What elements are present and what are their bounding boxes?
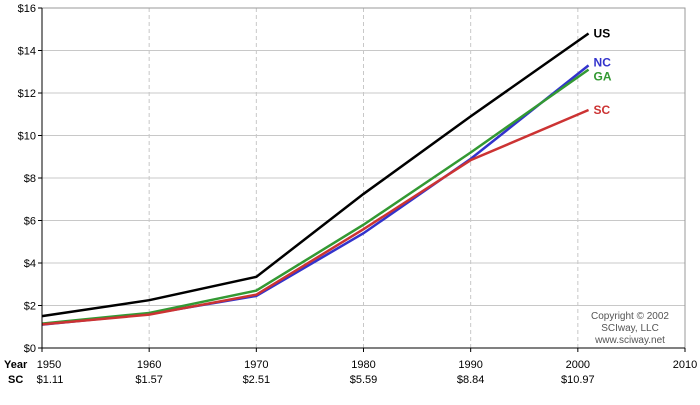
y-tick-label: $0 bbox=[24, 343, 36, 355]
copyright-line-1: Copyright © 2002 bbox=[591, 311, 669, 322]
x-tick-label: 1960 bbox=[137, 359, 161, 371]
table-row-values: $1.11 $1.57 $2.51 $5.59 $8.84 $10.97 bbox=[37, 374, 595, 386]
table-value: $5.59 bbox=[350, 374, 378, 386]
grid bbox=[42, 8, 685, 348]
copyright-line-2: SCIway, LLC bbox=[601, 323, 659, 334]
copyright-line-3: www.sciway.net bbox=[594, 335, 665, 346]
x-axis-label: Year bbox=[4, 359, 28, 371]
table-value: $2.51 bbox=[243, 374, 271, 386]
series-label-nc: NC bbox=[594, 55, 612, 69]
series-line-sc bbox=[41, 108, 590, 326]
y-tick-label: $16 bbox=[18, 3, 36, 15]
table-value: $10.97 bbox=[561, 374, 595, 386]
y-tick-label: $14 bbox=[18, 46, 36, 58]
x-tick-label: 2010 bbox=[673, 359, 697, 371]
x-tick-label: 1990 bbox=[458, 359, 482, 371]
axis-ticks: $0 $2 $4 $6 $8 $10 $12 $14 $16 1950 1960 1970 1980 19… bbox=[18, 3, 698, 371]
copyright-box bbox=[586, 310, 684, 347]
y-tick-label: $2 bbox=[24, 301, 36, 313]
x-tick-label: 1980 bbox=[351, 359, 375, 371]
series-lines bbox=[41, 32, 590, 326]
table-value: $8.84 bbox=[457, 374, 485, 386]
y-tick-label: $10 bbox=[18, 131, 36, 143]
x-tick-label: 2000 bbox=[566, 359, 590, 371]
series-line-us bbox=[41, 32, 590, 318]
series-label-sc: SC bbox=[594, 103, 611, 117]
y-tick-label: $12 bbox=[18, 88, 36, 100]
table-value: $1.11 bbox=[37, 374, 64, 386]
x-tick-label: 1950 bbox=[37, 359, 61, 371]
table-row-label: SC bbox=[8, 374, 23, 386]
series-line-nc bbox=[41, 64, 590, 326]
table-value: $1.57 bbox=[135, 374, 163, 386]
y-tick-label: $4 bbox=[24, 258, 36, 270]
x-tick-label: 1970 bbox=[244, 359, 268, 371]
series-label-ga: GA bbox=[594, 70, 612, 84]
y-tick-label: $6 bbox=[24, 216, 36, 228]
y-tick-label: $8 bbox=[24, 173, 36, 185]
series-label-us: US bbox=[594, 27, 611, 41]
series-line-ga bbox=[41, 68, 590, 325]
